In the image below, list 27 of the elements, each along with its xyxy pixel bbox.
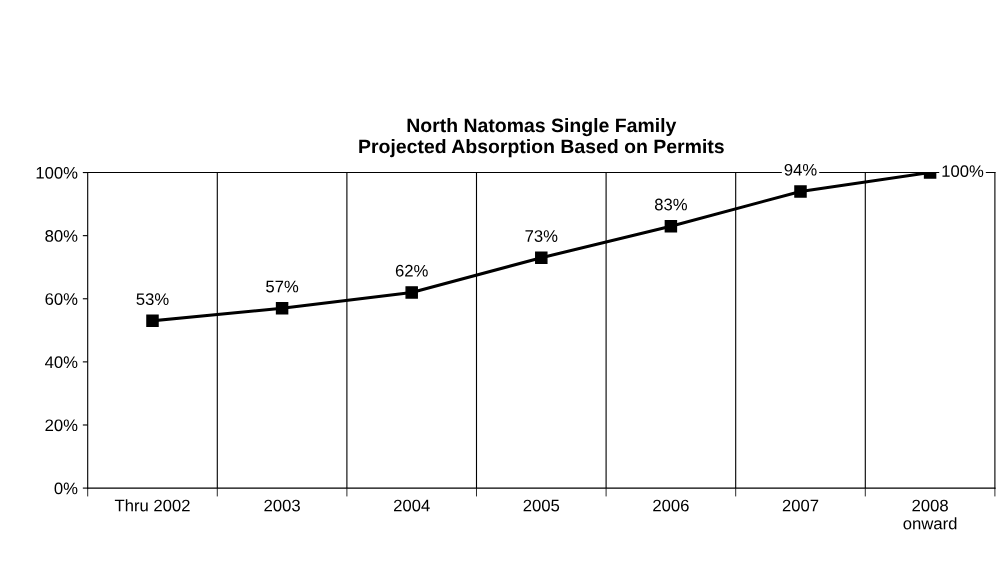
x-tick-label: 2008 onward xyxy=(903,499,957,530)
y-tick-label: 20% xyxy=(45,419,78,432)
y-tick-label: 0% xyxy=(54,482,78,495)
x-tick-label: 2004 xyxy=(394,499,430,512)
point xyxy=(146,314,159,328)
y-tick-label: 100% xyxy=(36,166,78,179)
x-tick-label: 2003 xyxy=(264,499,300,512)
chart-title: North Natomas Single Family Projected Absorption Based on Permits xyxy=(359,117,724,158)
text: 57% xyxy=(266,280,299,293)
text: 83% xyxy=(654,198,687,211)
point xyxy=(794,185,807,198)
text: 62% xyxy=(395,264,428,277)
text: 94% xyxy=(784,163,817,176)
text: 73% xyxy=(525,230,558,242)
x-tick-label: Thru 2002 xyxy=(114,499,190,512)
point xyxy=(664,219,678,233)
x-tick-label: 2006 xyxy=(653,499,689,512)
y-tick-label: 60% xyxy=(45,293,78,305)
point xyxy=(405,286,418,299)
point xyxy=(535,251,548,264)
x-tick-label: 2005 xyxy=(523,499,560,512)
x-tick-label: 2007 xyxy=(782,499,819,512)
text: 53% xyxy=(136,293,169,306)
y-tick-label: 40% xyxy=(45,356,78,369)
point xyxy=(275,301,289,315)
y-tick-label: 80% xyxy=(45,230,78,242)
text: 100% xyxy=(942,165,984,178)
